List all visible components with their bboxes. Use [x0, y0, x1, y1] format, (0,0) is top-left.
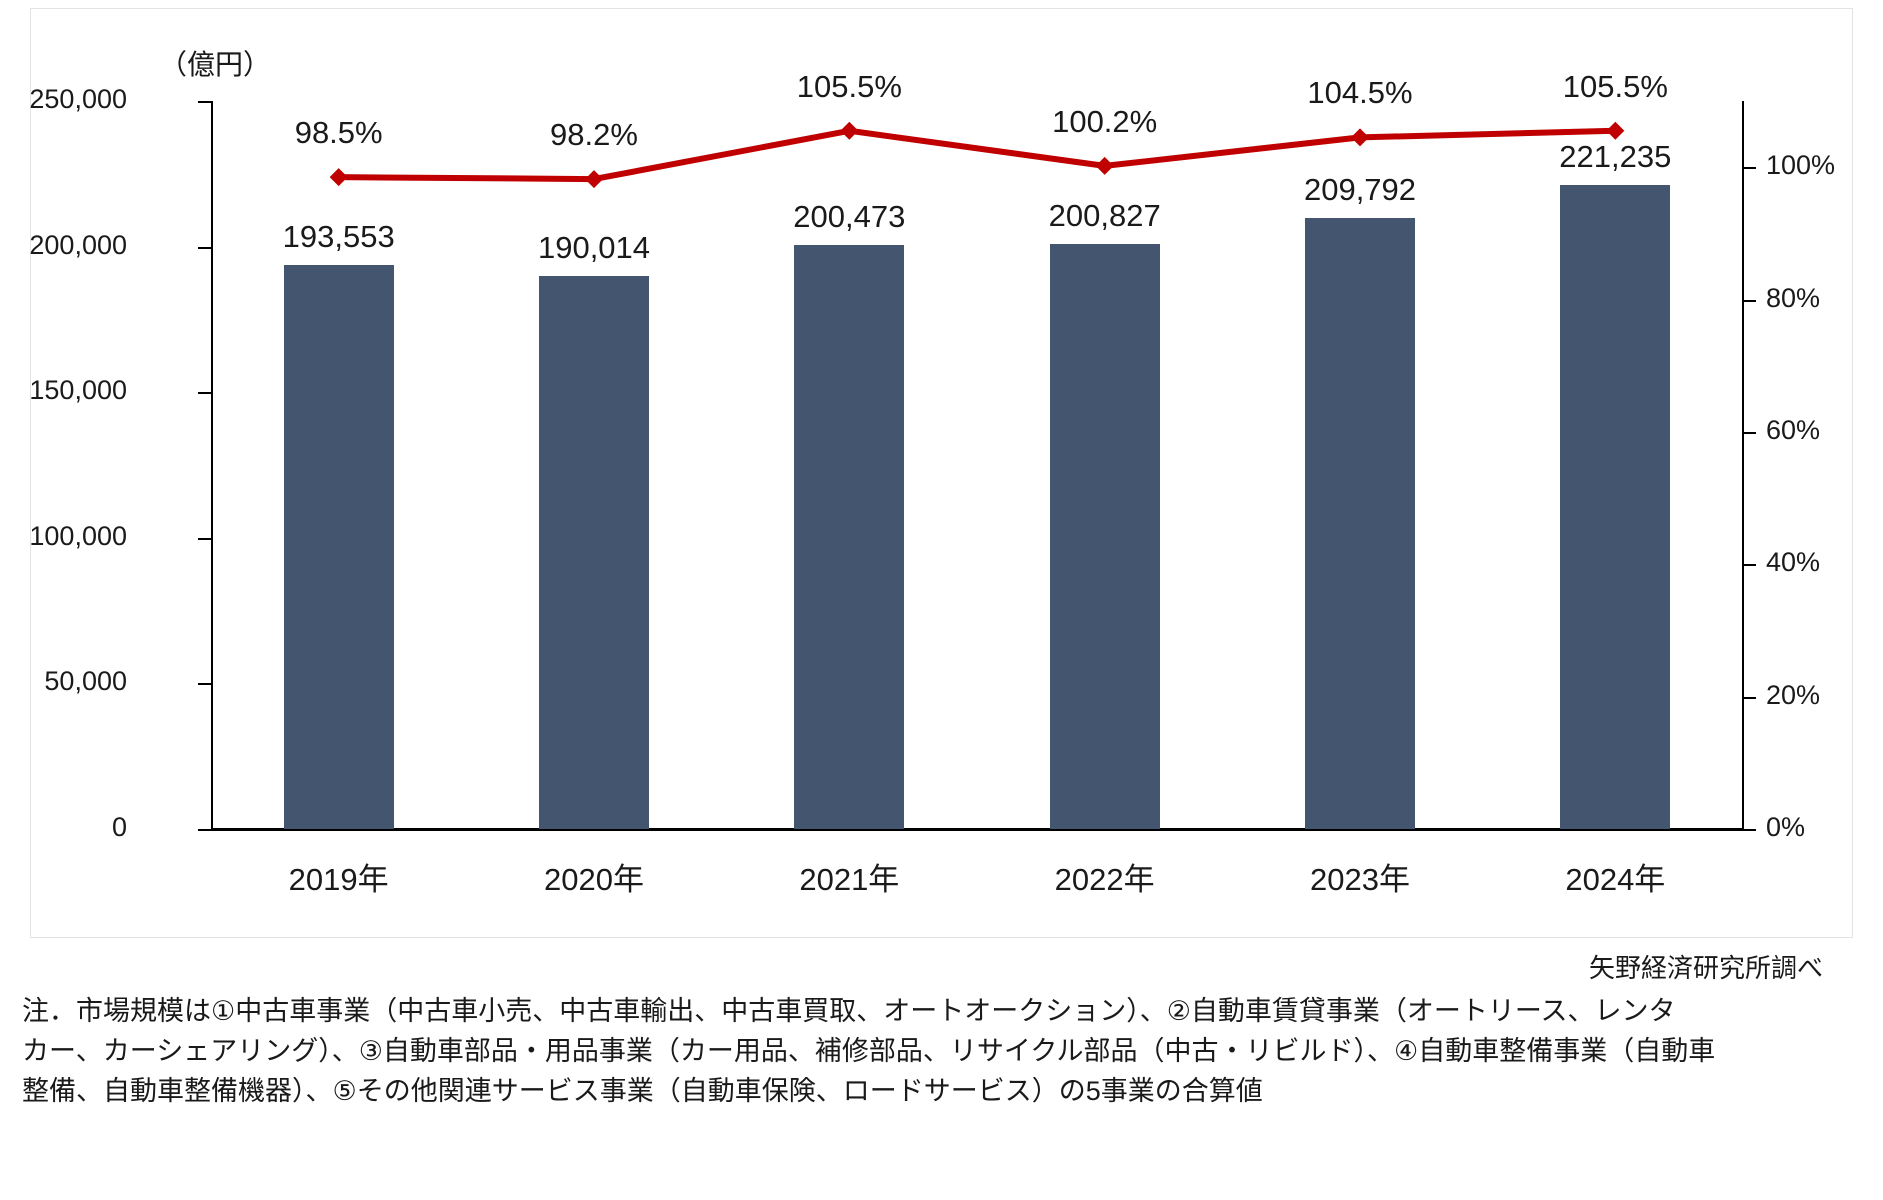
y-axis-left-tick-label: 0	[111, 812, 127, 842]
y-axis-right-tick-label: 0%	[1766, 812, 1806, 842]
bar-2022年[interactable]	[1049, 244, 1160, 829]
y-axis-left-tick-label: 200,000	[29, 229, 127, 260]
footnote-line-3: 整備、自動車整備機器）、⑤その他関連サービス事業（自動車保険、ロードサービス）の…	[22, 1075, 1263, 1106]
y-axis-unit-label: （億円）	[159, 49, 272, 80]
y-axis-left-tick-label: 250,000	[29, 84, 127, 114]
x-axis-label-2023年: 2023年	[1310, 862, 1410, 897]
y-axis-left-tick-label: 50,000	[44, 666, 127, 697]
bar-value-label: 200,473	[793, 199, 906, 235]
y-axis-left-tick	[198, 537, 212, 540]
y-axis-right-tick-label: 80%	[1766, 282, 1821, 313]
y-axis-left-tick	[198, 392, 212, 395]
bar-2021年[interactable]	[794, 245, 905, 829]
x-axis-label-2022年: 2022年	[1054, 862, 1155, 897]
y-axis-right-tick	[1742, 696, 1756, 699]
line-marker[interactable]	[1095, 156, 1114, 175]
y-axis-left-tick	[198, 246, 212, 249]
y-axis-right-tick	[1742, 167, 1756, 170]
line-value-label: 105.5%	[796, 68, 902, 104]
bar-2020年[interactable]	[539, 275, 649, 829]
line-value-label: 104.5%	[1307, 75, 1413, 111]
line-marker[interactable]	[329, 168, 348, 187]
y-axis-left-tick-label: 100,000	[29, 520, 127, 551]
line-series	[329, 121, 1625, 189]
x-axis-label-2021年: 2021年	[799, 862, 900, 897]
footnote: 注．市場規模は①中古車事業（中古車小売、中古車輸出、中古車買取、オートオークショ…	[22, 992, 1867, 1112]
line-value-label: 100.2%	[1052, 103, 1158, 139]
line-marker[interactable]	[1606, 121, 1625, 140]
bar-value-label: 190,014	[537, 229, 651, 265]
bar-2024年[interactable]	[1560, 184, 1671, 829]
y-axis-right-tick-label: 60%	[1766, 414, 1821, 445]
x-axis-line	[211, 828, 1744, 831]
x-axis-label-2019年: 2019年	[288, 862, 389, 897]
bar-value-label: 221,235	[1559, 138, 1672, 174]
y-axis-right-tick	[1742, 829, 1756, 831]
source-credit: 矢野経済研究所調べ	[1588, 953, 1823, 983]
line-value-label: 105.5%	[1562, 68, 1668, 104]
bar-value-label: 193,553	[282, 219, 395, 255]
y-axis-left-tick	[198, 101, 212, 103]
line-marker[interactable]	[1351, 128, 1369, 147]
y-axis-right-tick-label: 20%	[1766, 679, 1821, 710]
x-axis-label-2024年: 2024年	[1565, 862, 1666, 897]
trend-line	[338, 127, 1616, 183]
y-axis-right-tick-label: 100%	[1766, 150, 1836, 181]
y-axis-right-tick	[1742, 564, 1756, 567]
bar-value-label: 209,792	[1303, 172, 1417, 208]
y-axis-right-tick-label: 40%	[1766, 547, 1821, 578]
y-axis-left-line	[211, 101, 213, 830]
line-value-label: 98.5%	[294, 115, 383, 151]
footnote-line-1: 注．市場規模は①中古車事業（中古車小売、中古車輸出、中古車買取、オートオークショ…	[22, 996, 1676, 1026]
bar-value-label: 200,827	[1048, 198, 1161, 234]
chart-container: （億円） 250,000 200,000 150,000 100,000 50,000 0…	[29, 8, 1853, 938]
y-axis-right-tick	[1742, 431, 1756, 434]
y-axis-left-tick-label: 150,000	[29, 375, 127, 406]
y-axis-right-line	[1742, 101, 1744, 830]
line-marker[interactable]	[585, 170, 603, 189]
y-axis-right-tick	[1742, 299, 1756, 302]
bar-2023年[interactable]	[1305, 218, 1415, 829]
y-axis-left-tick	[198, 683, 212, 686]
line-value-label: 98.2%	[550, 117, 638, 153]
bar-2019年[interactable]	[283, 265, 394, 829]
line-marker[interactable]	[840, 121, 859, 140]
footnote-line-2: カー、カーシェアリング）、③自動車部品・用品事業（カー用品、補修部品、リサイクル…	[22, 1035, 1716, 1066]
y-axis-left-tick	[198, 829, 212, 831]
x-axis-label-2020年: 2020年	[544, 862, 644, 897]
plot-area	[211, 101, 1743, 829]
